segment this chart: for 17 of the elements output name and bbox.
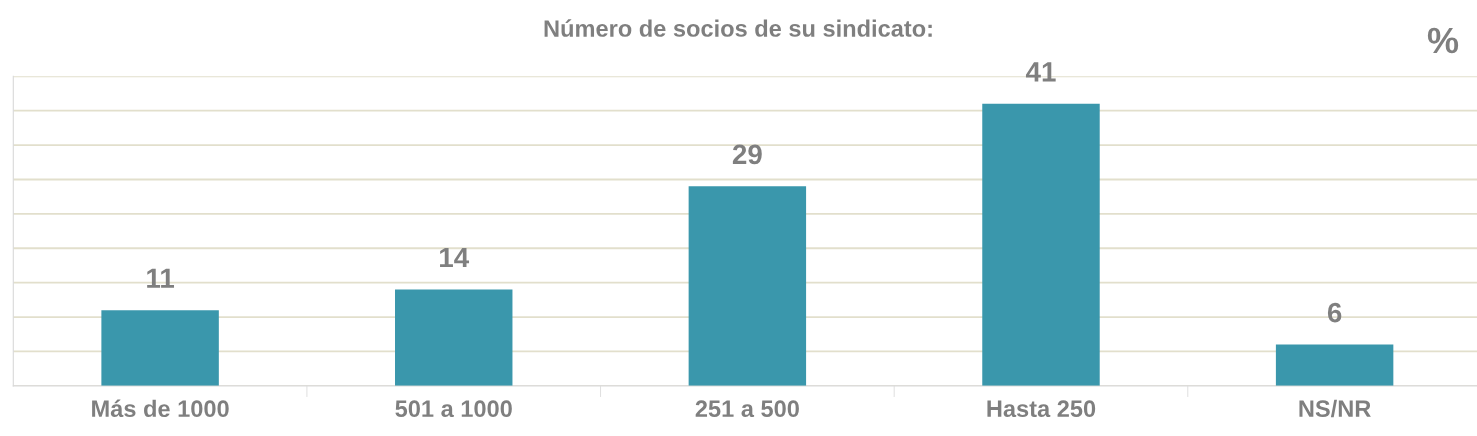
data-label: 41 xyxy=(1025,62,1056,82)
x-tick-label: Hasta 250 xyxy=(987,400,1096,418)
data-label: 6 xyxy=(1327,302,1342,323)
bar xyxy=(101,310,219,386)
x-tick-label: 251 a 500 xyxy=(695,400,799,418)
x-tick-label: Más de 1000 xyxy=(92,399,229,418)
bar xyxy=(395,289,513,386)
data-label: 14 xyxy=(440,248,470,268)
data-label: 29 xyxy=(732,144,762,165)
bar xyxy=(1275,344,1394,386)
x-tick-label: NS/NR xyxy=(1299,399,1371,418)
chart-title: Número de socios de su sindicato: xyxy=(544,19,932,37)
bar xyxy=(982,103,1100,386)
text: % xyxy=(1427,27,1459,54)
bar xyxy=(688,186,807,386)
data-label: 11 xyxy=(147,268,175,288)
x-tick-label: 501 a 1000 xyxy=(395,400,512,418)
